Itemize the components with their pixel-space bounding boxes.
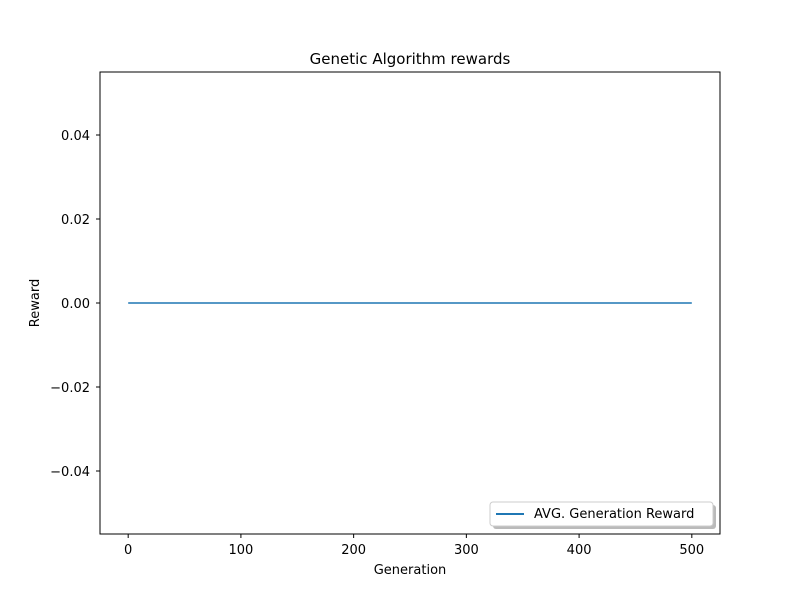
x-axis-label: Generation — [374, 563, 447, 578]
chart-title: Genetic Algorithm rewards — [310, 50, 511, 68]
y-tick-label: 0.04 — [61, 129, 90, 144]
y-tick-label: −0.04 — [50, 465, 90, 480]
x-tick-label: 500 — [679, 543, 704, 558]
x-tick-label: 200 — [341, 543, 366, 558]
x-axis-ticks: 0 100 200 300 400 500 — [124, 534, 704, 558]
legend-box — [489, 501, 714, 527]
y-axis-ticks: −0.04 −0.02 0.00 0.02 0.04 — [50, 129, 100, 480]
y-tick-label: 0.00 — [61, 297, 90, 312]
x-tick-label: 0 — [124, 543, 132, 558]
x-tick-label: 400 — [567, 543, 592, 558]
x-tick-label: 300 — [454, 543, 479, 558]
y-axis-label: Reward — [28, 279, 43, 327]
legend: AVG. Generation Reward — [489, 501, 716, 529]
x-tick-label: 100 — [228, 543, 253, 558]
y-tick-label: 0.02 — [61, 213, 90, 228]
legend-label: AVG. Generation Reward — [534, 507, 694, 522]
y-tick-label: −0.02 — [50, 381, 90, 396]
